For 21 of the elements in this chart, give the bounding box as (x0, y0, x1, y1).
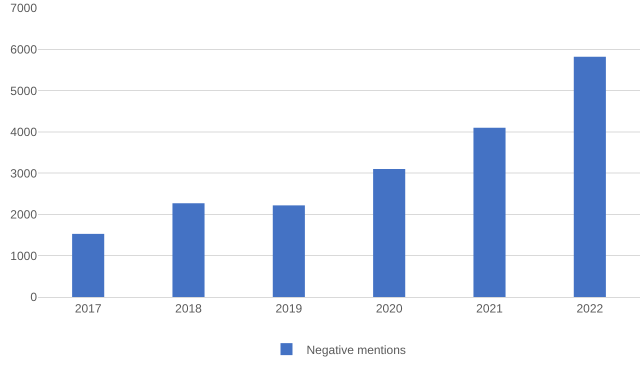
y-tick-label: 3000 (10, 166, 38, 180)
x-tick-label: 2018 (175, 301, 202, 316)
y-tick-label: 4000 (10, 125, 38, 140)
x-tick-label: 2021 (476, 301, 504, 316)
bar (574, 56, 606, 297)
x-tick-label: 2022 (576, 301, 604, 316)
bar (473, 128, 506, 297)
y-tick-label: 7000 (10, 1, 38, 16)
y-tick-label: 6000 (10, 42, 38, 56)
bar (373, 169, 406, 297)
y-tick-label: 5000 (10, 84, 38, 98)
y-tick-label: 1000 (10, 248, 38, 263)
bar (272, 205, 305, 297)
legend-label: Negative mentions (306, 342, 406, 357)
x-tick-label: 2020 (376, 301, 403, 316)
x-tick-label: 2017 (74, 301, 102, 316)
bar (72, 234, 104, 297)
x-tick-label: 2019 (275, 301, 302, 316)
y-tick-label: 2000 (10, 208, 38, 222)
bar (172, 203, 205, 297)
y-tick-label: 0 (30, 290, 38, 304)
